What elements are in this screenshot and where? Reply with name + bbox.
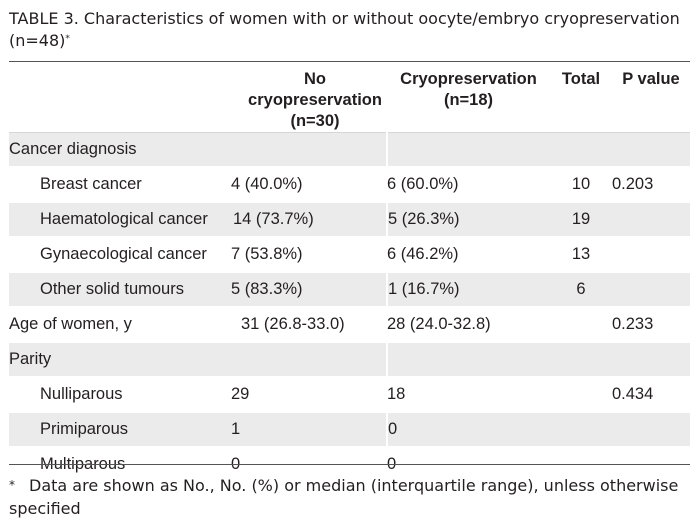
- characteristics-table: No cryopreservation (n=30) Cryopreservat…: [9, 62, 690, 483]
- cell-total: [550, 342, 612, 378]
- row-label: Haematological cancer: [9, 202, 231, 238]
- row-label: Parity: [9, 342, 231, 378]
- cell-total: 6: [550, 272, 612, 308]
- header-cryopreservation: Cryopreservation (n=18): [387, 62, 550, 133]
- table-header-row: No cryopreservation (n=30) Cryopreservat…: [9, 62, 690, 133]
- row-label: Multiparous: [9, 447, 231, 483]
- cell-p-value: 0.203: [612, 167, 690, 203]
- table-row: Haematological cancer 14 (73.7%) 5 (26.3…: [9, 202, 690, 238]
- cell-no-cryo: 14 (73.7%): [231, 202, 387, 238]
- cell-no-cryo: [231, 132, 387, 168]
- header-p-value: P value: [612, 62, 690, 133]
- cell-p-value: [612, 342, 690, 378]
- cell-p-value: [612, 237, 690, 273]
- row-label: Cancer diagnosis: [9, 132, 231, 168]
- row-label: Primiparous: [9, 412, 231, 448]
- header-total: Total: [550, 62, 612, 133]
- table-bottom-rule: [9, 464, 690, 465]
- row-label: Nulliparous: [9, 377, 231, 413]
- cell-cryo: 5 (26.3%): [386, 202, 550, 238]
- cell-p-value: 0.434: [612, 377, 690, 413]
- cell-cryo: 1 (16.7%): [386, 272, 550, 308]
- cell-total: 19: [550, 202, 612, 238]
- table-row: Nulliparous 29 18 0.434: [9, 377, 690, 413]
- cell-total: 13: [550, 237, 612, 273]
- table-row: Other solid tumours 5 (83.3%) 1 (16.7%) …: [9, 272, 690, 308]
- row-label: Breast cancer: [9, 167, 231, 203]
- cell-cryo: 6 (60.0%): [387, 167, 550, 203]
- table-row: Cancer diagnosis: [9, 132, 690, 168]
- table-row: Gynaecological cancer 7 (53.8%) 6 (46.2%…: [9, 237, 690, 273]
- cell-no-cryo: 7 (53.8%): [231, 237, 387, 273]
- cell-no-cryo: [231, 342, 387, 378]
- header-no-cryopreservation: No cryopreservation (n=30): [231, 62, 387, 133]
- cell-cryo: 0: [386, 412, 550, 448]
- cell-total: [550, 307, 612, 343]
- table-label: TABLE 3.: [9, 9, 79, 28]
- cell-no-cryo: 1: [231, 412, 387, 448]
- table-row: Breast cancer 4 (40.0%) 6 (60.0%) 10 0.2…: [9, 167, 690, 203]
- cell-total: [550, 447, 612, 483]
- cell-cryo: [386, 342, 550, 378]
- footnote-text: Data are shown as No., No. (%) or median…: [9, 476, 679, 518]
- table-row: Primiparous 1 0: [9, 412, 690, 448]
- cell-total: 10: [550, 167, 612, 203]
- cell-p-value: [612, 202, 690, 238]
- table-title: Characteristics of women with or without…: [9, 9, 680, 50]
- row-label: Other solid tumours: [9, 272, 231, 308]
- cell-cryo: 28 (24.0-32.8): [387, 307, 550, 343]
- table-caption: TABLE 3. Characteristics of women with o…: [9, 8, 689, 52]
- cell-cryo: [386, 132, 550, 168]
- cell-total: [550, 132, 612, 168]
- row-label: Gynaecological cancer: [9, 237, 231, 273]
- cell-no-cryo: 5 (83.3%): [231, 272, 387, 308]
- cell-no-cryo: 4 (40.0%): [231, 167, 387, 203]
- row-label: Age of women, y: [9, 307, 231, 343]
- table-row: Age of women, y 31 (26.8-33.0) 28 (24.0-…: [9, 307, 690, 343]
- cell-no-cryo: 29: [231, 377, 387, 413]
- cell-total: [550, 412, 612, 448]
- table-row: Parity: [9, 342, 690, 378]
- cell-no-cryo: 31 (26.8-33.0): [231, 307, 387, 343]
- cell-p-value: [612, 412, 690, 448]
- cell-p-value: 0.233: [612, 307, 690, 343]
- cell-p-value: [612, 132, 690, 168]
- footnote-marker: *: [9, 478, 15, 492]
- table-footnote: * Data are shown as No., No. (%) or media…: [9, 474, 681, 520]
- table-top-rule: [9, 61, 690, 62]
- cell-total: [550, 377, 612, 413]
- cell-cryo: 18: [387, 377, 550, 413]
- caption-footnote-marker: *: [65, 34, 70, 44]
- cell-cryo: 6 (46.2%): [387, 237, 550, 273]
- cell-p-value: [612, 447, 690, 483]
- cell-p-value: [612, 272, 690, 308]
- header-label: [9, 62, 231, 133]
